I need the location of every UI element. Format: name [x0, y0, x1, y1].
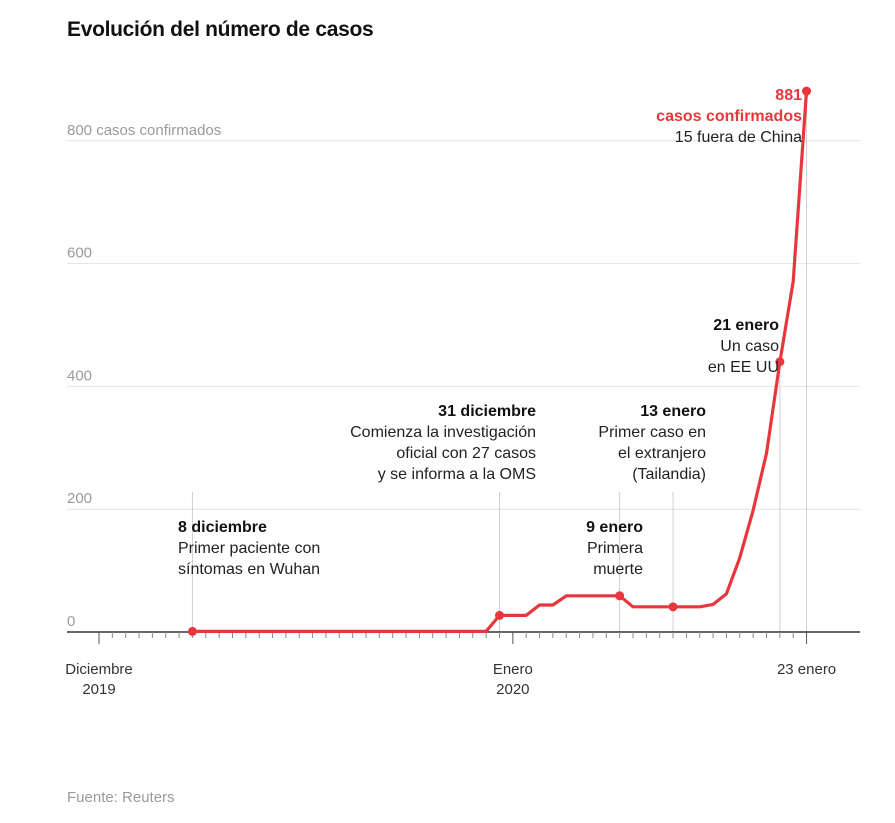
- data-point: [187, 626, 197, 636]
- annotation-label: 8 diciembre Primer paciente con síntomas e…: [178, 519, 320, 578]
- annotation-title: 8 diciembre: [178, 519, 267, 536]
- y-tick-label: 0: [67, 613, 75, 630]
- grid-layer: [67, 91, 860, 632]
- annotation-line: síntomas en Wuhan: [178, 561, 320, 578]
- x-tick-label: 23 enero: [777, 661, 836, 678]
- annotation-line: el extranjero: [618, 445, 706, 462]
- annotation-title: 881: [775, 87, 802, 104]
- annotation-title: 13 enero: [640, 403, 706, 420]
- y-tick-label: 200: [67, 490, 92, 507]
- annotation-line: Primer caso en: [598, 424, 706, 441]
- annotation-line: Primer paciente con: [178, 540, 320, 557]
- x-tick-label: Enero 2020: [493, 661, 533, 698]
- data-point: [775, 357, 785, 367]
- data-point: [495, 610, 504, 620]
- annotation-title: 21 enero: [713, 317, 779, 334]
- y-axis: 0 200 400 600 800 casos confirmados: [67, 122, 221, 630]
- annotation-line: Comienza la investigación: [350, 424, 536, 441]
- annotation-title: 31 diciembre: [438, 403, 536, 420]
- y-tick-label: 800 casos confirmados: [67, 122, 221, 139]
- annotation-label: 13 enero Primer caso en el extranjero (Tail…: [598, 403, 706, 483]
- y-tick-label: 600: [67, 245, 92, 262]
- annotation-label: 881 casos confirmados 15 fuera de China: [656, 87, 802, 146]
- x-axis: Diciembre 2019 Enero 2020 23 enero: [65, 631, 860, 698]
- annotation-label: 9 enero Primera muerte: [586, 519, 643, 578]
- annotation-line: oficial con 27 casos: [396, 445, 536, 462]
- series-layer: [187, 86, 812, 636]
- annotation-line: (Tailandia): [632, 466, 706, 483]
- annotation-label: 21 enero Un caso en EE UU: [708, 317, 779, 376]
- annotation-title: 9 enero: [586, 519, 643, 536]
- annotation-layer: 8 diciembre Primer paciente con síntomas e…: [178, 87, 802, 578]
- y-tick-label: 400: [67, 367, 92, 384]
- data-point: [802, 86, 812, 96]
- annotation-line: 15 fuera de China: [675, 129, 802, 146]
- x-tick-label: Diciembre 2019: [65, 661, 133, 698]
- annotation-line: en EE UU: [708, 359, 779, 376]
- data-point: [615, 591, 625, 601]
- annotation-line: casos confirmados: [656, 108, 802, 125]
- data-point: [668, 602, 678, 612]
- annotation-line: Primera: [587, 540, 643, 557]
- annotation-line: y se informa a la OMS: [378, 466, 536, 483]
- chart-title: Evolución del número de casos: [67, 18, 374, 41]
- annotation-line: muerte: [593, 561, 643, 578]
- source-note: Fuente: Reuters: [67, 789, 175, 806]
- annotation-label: 31 diciembre Comienza la investigación ofi…: [350, 403, 536, 483]
- annotation-line: Un caso: [720, 338, 779, 355]
